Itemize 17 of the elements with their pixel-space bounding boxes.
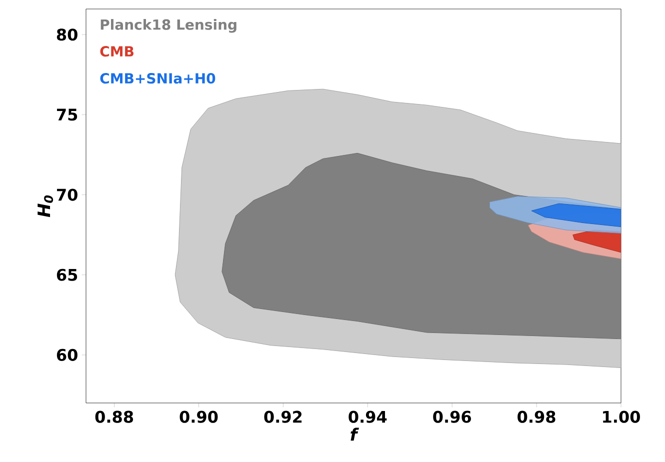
text: CMB+SNIa+H0 xyxy=(100,73,216,84)
text: Planck18 Lensing xyxy=(100,19,236,33)
x-tick-label: 0.92 xyxy=(264,410,302,423)
x-tick-label: 0.88 xyxy=(95,410,134,423)
x-tick-label: 0.94 xyxy=(348,410,387,423)
y-axis-title: H$_{0}$ xyxy=(38,195,54,218)
x-tick-label: 0.98 xyxy=(518,410,556,423)
x-axis-title: f xyxy=(350,428,359,441)
text: CMB xyxy=(100,46,134,57)
x-tick-label: 0.90 xyxy=(180,410,218,423)
y-tick-label: 80 xyxy=(56,28,78,41)
x-tick-label: 0.96 xyxy=(433,410,471,423)
x-tick-label: 1.00 xyxy=(603,410,640,423)
y-tick-label: 70 xyxy=(57,188,78,201)
y-tick-label: 60 xyxy=(56,348,78,361)
y-tick-label: 75 xyxy=(57,108,78,121)
y-tick-label: 65 xyxy=(56,268,78,281)
